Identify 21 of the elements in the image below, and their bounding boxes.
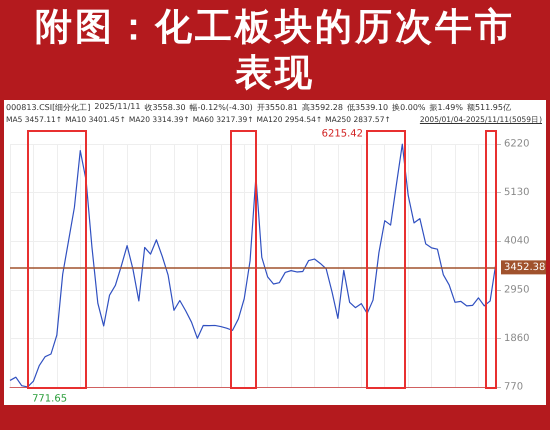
y-tick-label: 2950 [504,284,530,296]
text: 771.65 [32,393,68,404]
text: 幅-0.12%(-4.30) [190,102,253,113]
text: 000813.CSI[细分化工] [6,102,90,113]
text: 高3592.28 [302,102,343,113]
text: 收3558.30 [144,102,186,113]
y-tick-label: 5130 [504,187,530,198]
y-tick-label: 6220 [504,138,530,150]
y-tick-label: 770 [504,382,524,392]
line-series [9,144,497,388]
text: 额511.95亿 [466,102,511,113]
text: 换0.00% [392,102,426,113]
chart-title: 附图：化工板块的历次牛市表现 [34,4,516,96]
y-tick-label: 4040 [504,236,530,247]
ref-line-label: 3452.38 [504,262,546,273]
text: 低3539.10 [347,102,388,113]
text: 开3550.81 [256,102,298,113]
y-tick-label: 1860 [504,332,530,344]
text: 振1.49% [430,102,463,113]
text: 2025/11/11 [94,102,140,113]
text: 6215.42 [322,128,363,140]
